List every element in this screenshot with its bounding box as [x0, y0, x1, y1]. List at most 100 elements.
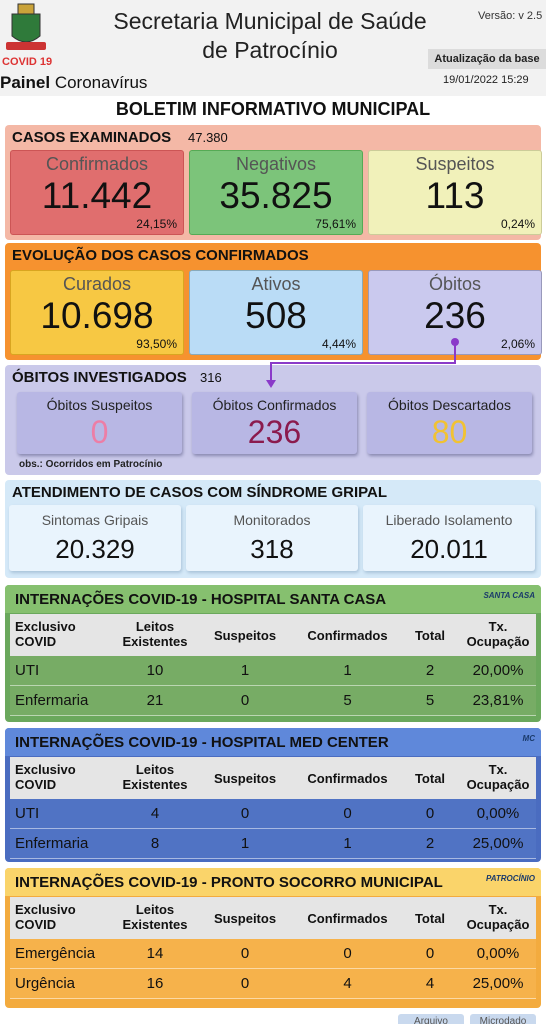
table-header: [10, 614, 536, 656]
app-name-bold: Painel: [0, 73, 51, 92]
card-value: 236: [247, 414, 302, 450]
table-row: [10, 656, 536, 686]
card-value: 80: [431, 414, 468, 450]
covid-label: COVID 19: [2, 56, 53, 68]
card-value: 35.825: [219, 175, 333, 216]
table-cell: 4: [343, 975, 352, 992]
section-title: CASOS EXAMINADOS: [12, 129, 172, 146]
table-cell: Enfermaria: [15, 835, 89, 852]
table-row: [10, 686, 536, 716]
card-label: Sintomas Gripais: [41, 512, 149, 528]
column-header: Tx. Ocupação: [460, 619, 536, 649]
header-line: Suspeitos: [213, 911, 277, 926]
column-header: Leitos Existentes: [115, 902, 195, 932]
table-cell: UTI: [15, 805, 40, 822]
app-name-rest: Coronavírus: [54, 73, 148, 92]
header-line: Tx.: [488, 902, 508, 917]
card-value: 20.329: [55, 534, 135, 564]
column-header: Suspeitos: [195, 771, 295, 786]
card: Sintomas Gripais 20.329: [9, 505, 181, 571]
app-name: Painel Coronavírus: [0, 73, 147, 93]
card-percent: 0,24%: [500, 217, 535, 231]
table-cell: 16: [146, 975, 164, 992]
title-bar: [5, 728, 541, 756]
card-value: 0: [90, 414, 109, 450]
card-percent: 24,15%: [136, 217, 177, 231]
section-title: INTERNAÇÕES COVID-19 - PRONTO SOCORRO MU…: [15, 874, 443, 891]
hospital-logo: MC: [522, 734, 535, 743]
table-cell: 4: [425, 975, 435, 992]
header-line: Tx.: [488, 762, 508, 777]
header-line: Ocupação: [466, 917, 530, 932]
column-header: Tx. Ocupação: [460, 902, 536, 932]
card: Liberado Isolamento 20.011: [363, 505, 535, 571]
card-label: Suspeitos: [415, 154, 495, 174]
card-label: Ativos: [251, 274, 301, 294]
section-title: INTERNAÇÕES COVID-19 - HOSPITAL MED CENT…: [15, 734, 389, 751]
table-cell: 0: [425, 945, 435, 962]
card-label: Óbitos Suspeitos: [46, 397, 153, 413]
hospital-logo: SANTA CASA: [483, 591, 535, 600]
footer-button[interactable]: Microdado: [470, 1014, 536, 1024]
note: obs.: Ocorridos em Patrocínio: [19, 459, 163, 470]
table-cell: 2: [425, 835, 435, 852]
table-cell: UTI: [15, 662, 40, 679]
section-total: 47.380: [188, 130, 228, 145]
version: Versão: v 2.5: [478, 10, 543, 22]
card-percent: 75,61%: [315, 217, 356, 231]
update-date: 19/01/2022 15:29: [443, 74, 529, 86]
table-cell: 0: [240, 692, 250, 709]
column-header: Total: [400, 628, 460, 643]
card: Monitorados 318: [186, 505, 358, 571]
header-line: Total: [414, 628, 446, 643]
header-line: Existentes: [122, 917, 188, 932]
card-value: 113: [425, 175, 485, 216]
table-cell: 0,00%: [476, 945, 520, 962]
table-row: [10, 799, 536, 829]
table-cell: 5: [425, 692, 435, 709]
table-cell: 1: [343, 835, 352, 852]
column-header: Leitos Existentes: [115, 762, 195, 792]
table-cell: 5: [343, 692, 352, 709]
table-cell: 2: [425, 662, 435, 679]
column-header: Exclusivo COVID: [15, 902, 120, 932]
card-value: 11.442: [41, 175, 153, 216]
card: Óbitos 236 2,06%: [368, 270, 542, 355]
header-line: Exclusivo: [15, 619, 76, 634]
column-header: Exclusivo COVID: [15, 762, 120, 792]
header-line: Leitos: [135, 762, 175, 777]
header-line: Total: [414, 771, 446, 786]
table-cell: 1: [240, 662, 250, 679]
card: Óbitos Confirmados 236: [192, 392, 357, 454]
footer-button[interactable]: Arquivo: [398, 1014, 464, 1024]
table-cell: 0: [240, 975, 250, 992]
card: Óbitos Suspeitos 0: [17, 392, 182, 454]
column-header: Tx. Ocupação: [460, 762, 536, 792]
table-cell: 25,00%: [472, 975, 524, 992]
section: ATENDIMENTO DE CASOS COM SÍNDROME GRIPAL…: [5, 480, 541, 578]
header-line: Suspeitos: [213, 628, 277, 643]
column-header: Confirmados: [295, 628, 400, 643]
table-cell: 0: [343, 805, 352, 822]
card-percent: 4,44%: [321, 337, 356, 351]
table-cell: Urgência: [15, 975, 76, 992]
hospital-section: INTERNAÇÕES COVID-19 - PRONTO SOCORRO MU…: [5, 868, 541, 1008]
header-line: Exclusivo: [15, 762, 76, 777]
header-line: Ocupação: [466, 777, 530, 792]
bulletin-title: BOLETIM INFORMATIVO MUNICIPAL: [115, 99, 431, 119]
table-row: [10, 829, 536, 859]
card: Confirmados 11.442 24,15%: [10, 150, 184, 235]
table-cell: 20,00%: [472, 662, 524, 679]
card-value: 508: [245, 295, 307, 336]
card-label: Óbitos: [428, 274, 482, 294]
table-cell: 1: [343, 662, 352, 679]
table-cell: Enfermaria: [15, 692, 89, 709]
column-header: Confirmados: [295, 911, 400, 926]
header-line: Exclusivo: [15, 902, 76, 917]
column-header: Total: [400, 771, 460, 786]
header-line: Tx.: [488, 619, 508, 634]
header-line: Confirmados: [307, 771, 388, 786]
table-cell: 0: [425, 805, 435, 822]
card-label: Monitorados: [233, 512, 311, 528]
